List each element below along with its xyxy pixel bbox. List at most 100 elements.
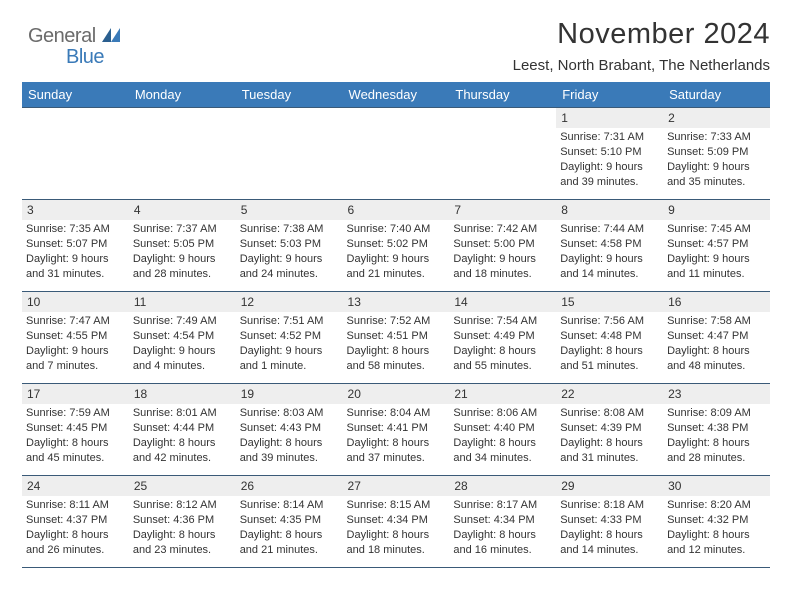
- calendar-day-cell: [236, 108, 343, 200]
- sunset-text: Sunset: 4:55 PM: [26, 329, 125, 344]
- calendar-day-cell: 19Sunrise: 8:03 AMSunset: 4:43 PMDayligh…: [236, 384, 343, 476]
- day-content: Sunrise: 7:54 AMSunset: 4:49 PMDaylight:…: [449, 312, 556, 377]
- sunset-text: Sunset: 5:03 PM: [240, 237, 339, 252]
- sunrise-text: Sunrise: 7:59 AM: [26, 406, 125, 421]
- calendar-body: 1Sunrise: 7:31 AMSunset: 5:10 PMDaylight…: [22, 108, 770, 568]
- daylight-text: Daylight: 9 hours and 28 minutes.: [133, 252, 232, 282]
- day-number: 15: [556, 292, 663, 312]
- day-number: 11: [129, 292, 236, 312]
- day-number: 14: [449, 292, 556, 312]
- daylight-text: Daylight: 9 hours and 7 minutes.: [26, 344, 125, 374]
- day-content: Sunrise: 7:37 AMSunset: 5:05 PMDaylight:…: [129, 220, 236, 285]
- sunset-text: Sunset: 4:43 PM: [240, 421, 339, 436]
- calendar-day-cell: 16Sunrise: 7:58 AMSunset: 4:47 PMDayligh…: [663, 292, 770, 384]
- day-number: 4: [129, 200, 236, 220]
- calendar-day-cell: 13Sunrise: 7:52 AMSunset: 4:51 PMDayligh…: [343, 292, 450, 384]
- calendar-day-cell: [22, 108, 129, 200]
- day-content: Sunrise: 8:03 AMSunset: 4:43 PMDaylight:…: [236, 404, 343, 469]
- sunrise-text: Sunrise: 7:52 AM: [347, 314, 446, 329]
- day-number: 24: [22, 476, 129, 496]
- daylight-text: Daylight: 8 hours and 21 minutes.: [240, 528, 339, 558]
- sunrise-text: Sunrise: 8:06 AM: [453, 406, 552, 421]
- daylight-text: Daylight: 8 hours and 23 minutes.: [133, 528, 232, 558]
- sunrise-text: Sunrise: 8:01 AM: [133, 406, 232, 421]
- day-content: Sunrise: 8:14 AMSunset: 4:35 PMDaylight:…: [236, 496, 343, 561]
- day-content: Sunrise: 7:49 AMSunset: 4:54 PMDaylight:…: [129, 312, 236, 377]
- header: General Blue November 2024 Leest, North …: [22, 18, 770, 74]
- sunset-text: Sunset: 4:57 PM: [667, 237, 766, 252]
- calendar-day-cell: 10Sunrise: 7:47 AMSunset: 4:55 PMDayligh…: [22, 292, 129, 384]
- day-content: Sunrise: 8:09 AMSunset: 4:38 PMDaylight:…: [663, 404, 770, 469]
- day-content: Sunrise: 8:04 AMSunset: 4:41 PMDaylight:…: [343, 404, 450, 469]
- day-content: Sunrise: 8:20 AMSunset: 4:32 PMDaylight:…: [663, 496, 770, 561]
- daylight-text: Daylight: 9 hours and 18 minutes.: [453, 252, 552, 282]
- sunset-text: Sunset: 4:37 PM: [26, 513, 125, 528]
- day-content: Sunrise: 7:33 AMSunset: 5:09 PMDaylight:…: [663, 128, 770, 193]
- sunrise-text: Sunrise: 8:18 AM: [560, 498, 659, 513]
- sunset-text: Sunset: 4:45 PM: [26, 421, 125, 436]
- sunrise-text: Sunrise: 8:17 AM: [453, 498, 552, 513]
- sunrise-text: Sunrise: 8:03 AM: [240, 406, 339, 421]
- sunrise-text: Sunrise: 7:51 AM: [240, 314, 339, 329]
- sunset-text: Sunset: 5:00 PM: [453, 237, 552, 252]
- daylight-text: Daylight: 8 hours and 18 minutes.: [347, 528, 446, 558]
- sunrise-text: Sunrise: 8:08 AM: [560, 406, 659, 421]
- weekday-header: Tuesday: [236, 82, 343, 108]
- sunset-text: Sunset: 4:51 PM: [347, 329, 446, 344]
- daylight-text: Daylight: 9 hours and 35 minutes.: [667, 160, 766, 190]
- calendar-day-cell: 29Sunrise: 8:18 AMSunset: 4:33 PMDayligh…: [556, 476, 663, 568]
- daylight-text: Daylight: 9 hours and 1 minute.: [240, 344, 339, 374]
- calendar-day-cell: 6Sunrise: 7:40 AMSunset: 5:02 PMDaylight…: [343, 200, 450, 292]
- sunset-text: Sunset: 4:33 PM: [560, 513, 659, 528]
- day-content: Sunrise: 7:40 AMSunset: 5:02 PMDaylight:…: [343, 220, 450, 285]
- day-number: 9: [663, 200, 770, 220]
- calendar-day-cell: 14Sunrise: 7:54 AMSunset: 4:49 PMDayligh…: [449, 292, 556, 384]
- sunset-text: Sunset: 4:58 PM: [560, 237, 659, 252]
- day-number: 8: [556, 200, 663, 220]
- calendar-day-cell: 28Sunrise: 8:17 AMSunset: 4:34 PMDayligh…: [449, 476, 556, 568]
- daylight-text: Daylight: 8 hours and 45 minutes.: [26, 436, 125, 466]
- day-number: 16: [663, 292, 770, 312]
- day-number: 23: [663, 384, 770, 404]
- calendar-table: Sunday Monday Tuesday Wednesday Thursday…: [22, 82, 770, 568]
- day-content: Sunrise: 8:11 AMSunset: 4:37 PMDaylight:…: [22, 496, 129, 561]
- day-content: Sunrise: 7:31 AMSunset: 5:10 PMDaylight:…: [556, 128, 663, 193]
- daylight-text: Daylight: 8 hours and 26 minutes.: [26, 528, 125, 558]
- calendar-week-row: 1Sunrise: 7:31 AMSunset: 5:10 PMDaylight…: [22, 108, 770, 200]
- day-content: Sunrise: 7:52 AMSunset: 4:51 PMDaylight:…: [343, 312, 450, 377]
- calendar-day-cell: 11Sunrise: 7:49 AMSunset: 4:54 PMDayligh…: [129, 292, 236, 384]
- logo-blue-text: Blue: [66, 46, 104, 68]
- sunset-text: Sunset: 4:47 PM: [667, 329, 766, 344]
- sunset-text: Sunset: 5:09 PM: [667, 145, 766, 160]
- calendar-week-row: 3Sunrise: 7:35 AMSunset: 5:07 PMDaylight…: [22, 200, 770, 292]
- daylight-text: Daylight: 8 hours and 51 minutes.: [560, 344, 659, 374]
- daylight-text: Daylight: 8 hours and 12 minutes.: [667, 528, 766, 558]
- day-number: 13: [343, 292, 450, 312]
- weekday-header: Monday: [129, 82, 236, 108]
- day-content: Sunrise: 7:56 AMSunset: 4:48 PMDaylight:…: [556, 312, 663, 377]
- daylight-text: Daylight: 9 hours and 31 minutes.: [26, 252, 125, 282]
- day-content: Sunrise: 7:47 AMSunset: 4:55 PMDaylight:…: [22, 312, 129, 377]
- calendar-day-cell: 9Sunrise: 7:45 AMSunset: 4:57 PMDaylight…: [663, 200, 770, 292]
- sunrise-text: Sunrise: 7:35 AM: [26, 222, 125, 237]
- calendar-day-cell: 17Sunrise: 7:59 AMSunset: 4:45 PMDayligh…: [22, 384, 129, 476]
- day-number: 20: [343, 384, 450, 404]
- day-content: Sunrise: 8:08 AMSunset: 4:39 PMDaylight:…: [556, 404, 663, 469]
- calendar-day-cell: [129, 108, 236, 200]
- day-number: 22: [556, 384, 663, 404]
- calendar-day-cell: 18Sunrise: 8:01 AMSunset: 4:44 PMDayligh…: [129, 384, 236, 476]
- day-number: 19: [236, 384, 343, 404]
- sunrise-text: Sunrise: 7:31 AM: [560, 130, 659, 145]
- sunrise-text: Sunrise: 7:37 AM: [133, 222, 232, 237]
- sunrise-text: Sunrise: 7:38 AM: [240, 222, 339, 237]
- day-number: 29: [556, 476, 663, 496]
- daylight-text: Daylight: 9 hours and 14 minutes.: [560, 252, 659, 282]
- calendar-day-cell: 21Sunrise: 8:06 AMSunset: 4:40 PMDayligh…: [449, 384, 556, 476]
- sunset-text: Sunset: 5:02 PM: [347, 237, 446, 252]
- day-content: Sunrise: 7:38 AMSunset: 5:03 PMDaylight:…: [236, 220, 343, 285]
- logo: General Blue: [28, 26, 120, 68]
- sunset-text: Sunset: 4:38 PM: [667, 421, 766, 436]
- sunset-text: Sunset: 4:35 PM: [240, 513, 339, 528]
- day-number: 21: [449, 384, 556, 404]
- sunrise-text: Sunrise: 7:49 AM: [133, 314, 232, 329]
